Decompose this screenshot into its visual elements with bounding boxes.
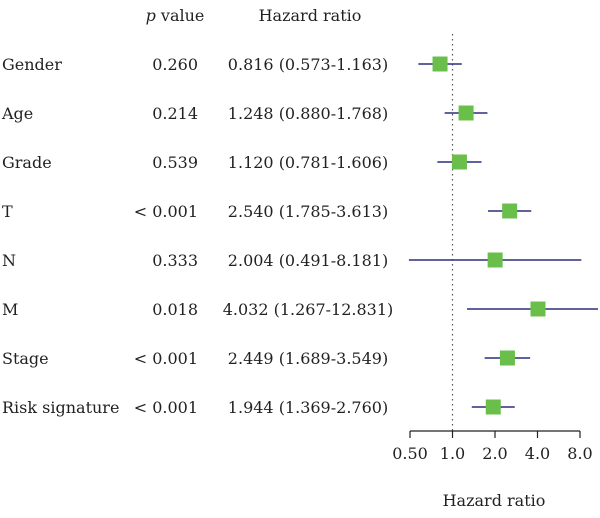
- hazard-ratio-marker: [502, 203, 518, 219]
- row-variable-label: N: [2, 251, 16, 270]
- pvalue-header: p value: [146, 6, 205, 25]
- row-variable-label: Stage: [2, 349, 49, 368]
- row-pvalue: 0.018: [152, 300, 198, 319]
- row-pvalue: 0.333: [152, 251, 198, 270]
- row-pvalue: 0.260: [152, 55, 198, 74]
- table-row: Age 0.214 1.248 (0.880-1.768): [1, 104, 388, 123]
- table-row: Risk signature < 0.001 1.944 (1.369-2.760): [2, 398, 388, 417]
- row-variable-label: T: [2, 202, 13, 221]
- row-pvalue: < 0.001: [134, 202, 198, 221]
- row-hazard-ratio-text: 2.004 (0.491-8.181): [228, 251, 388, 270]
- table-row: Grade 0.539 1.120 (0.781-1.606): [2, 153, 388, 172]
- table-row: T < 0.001 2.540 (1.785-3.613): [2, 202, 388, 221]
- row-hazard-ratio-text: 1.120 (0.781-1.606): [228, 153, 388, 172]
- row-variable-label: Age: [1, 104, 33, 123]
- x-tick-label: 0.50: [392, 444, 428, 463]
- hazard-ratio-marker: [458, 105, 474, 121]
- row-hazard-ratio-text: 1.944 (1.369-2.760): [228, 398, 388, 417]
- hazard-ratio-header: Hazard ratio: [259, 6, 362, 25]
- row-pvalue: 0.539: [152, 153, 198, 172]
- hazard-ratio-marker: [451, 154, 467, 170]
- row-variable-label: Gender: [2, 55, 62, 74]
- row-hazard-ratio-text: 2.540 (1.785-3.613): [228, 202, 388, 221]
- hazard-ratio-marker: [432, 56, 448, 72]
- row-variable-label: Grade: [2, 153, 52, 172]
- table-header: p value Hazard ratio: [146, 6, 362, 25]
- x-tick-label: 2.0: [482, 444, 507, 463]
- row-hazard-ratio-text: 2.449 (1.689-3.549): [228, 349, 388, 368]
- row-hazard-ratio-text: 0.816 (0.573-1.163): [228, 55, 388, 74]
- row-pvalue: 0.214: [152, 104, 198, 123]
- hazard-ratio-marker: [530, 301, 546, 317]
- plot-area: [408, 34, 598, 431]
- x-axis: 0.50 1.0 2.0 4.0 8.0: [392, 430, 593, 463]
- row-hazard-ratio-text: 4.032 (1.267-12.831): [223, 300, 394, 319]
- row-pvalue: < 0.001: [134, 398, 198, 417]
- x-tick-label: 1.0: [440, 444, 465, 463]
- table-row: N 0.333 2.004 (0.491-8.181): [2, 251, 388, 270]
- row-hazard-ratio-text: 1.248 (0.880-1.768): [228, 104, 388, 123]
- table-rows: Gender 0.260 0.816 (0.573-1.163) Age 0.214 1.…: [1, 55, 393, 417]
- pvalue-header-rest: value: [156, 6, 205, 25]
- x-tick-label: 4.0: [525, 444, 550, 463]
- row-variable-label: Risk signature: [2, 398, 119, 417]
- hazard-ratio-marker: [487, 252, 503, 268]
- x-tick-label: 8.0: [567, 444, 592, 463]
- hazard-ratio-marker: [485, 399, 501, 415]
- x-axis-label: Hazard ratio: [443, 491, 546, 510]
- row-variable-label: M: [2, 300, 18, 319]
- table-row: M 0.018 4.032 (1.267-12.831): [2, 300, 393, 319]
- table-row: Gender 0.260 0.816 (0.573-1.163): [2, 55, 388, 74]
- table-row: Stage < 0.001 2.449 (1.689-3.549): [2, 349, 388, 368]
- row-pvalue: < 0.001: [134, 349, 198, 368]
- pvalue-header-italic: p: [146, 6, 156, 25]
- hazard-ratio-marker: [499, 350, 515, 366]
